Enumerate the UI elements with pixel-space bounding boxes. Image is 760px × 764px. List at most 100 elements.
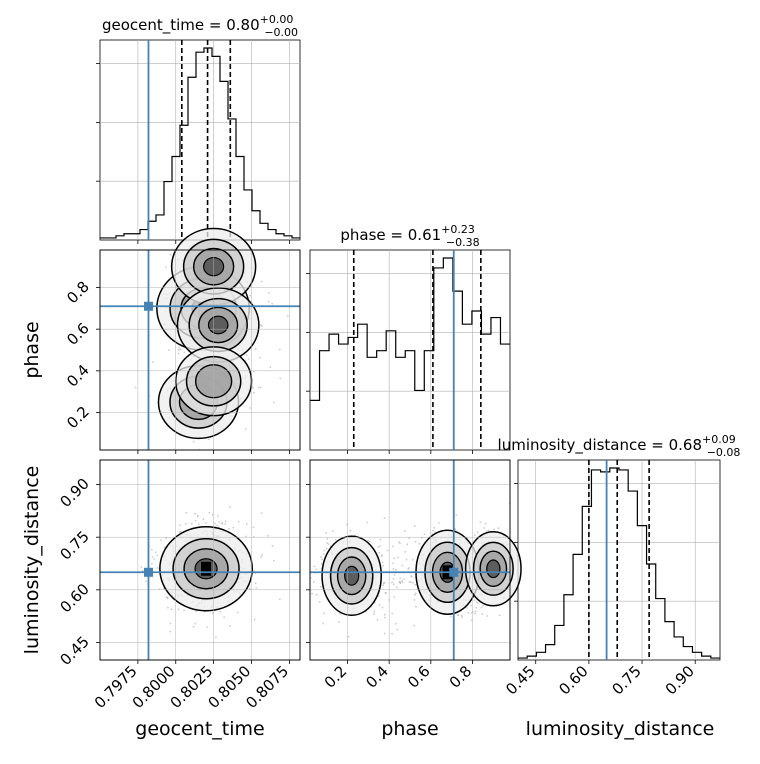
- sample-point: [423, 533, 426, 535]
- sample-point: [381, 561, 384, 564]
- sample-point: [268, 292, 270, 294]
- hist-bars-geocent_time: [100, 47, 300, 239]
- sample-point: [367, 539, 369, 542]
- sample-point: [221, 523, 224, 525]
- sample-point: [474, 610, 477, 613]
- x-axis-label-geocent_time: geocent_time: [135, 718, 264, 740]
- sample-point: [313, 565, 316, 568]
- sample-point: [393, 573, 396, 576]
- sample-point: [278, 348, 281, 351]
- sample-point: [382, 584, 384, 587]
- hist-frame-phase: [309, 249, 511, 451]
- sample-point: [479, 521, 482, 524]
- sample-point: [411, 558, 414, 561]
- sample-point: [140, 566, 143, 568]
- sample-point: [399, 577, 402, 580]
- sample-point: [465, 607, 468, 609]
- hist-panel-geocent_time: geocent_time = 0.80+0.00 −0.00: [96, 13, 301, 244]
- sample-point: [178, 346, 180, 349]
- sample-point: [245, 535, 248, 538]
- truth-marker: [143, 567, 153, 577]
- sample-point: [215, 636, 217, 639]
- sample-point: [253, 392, 256, 394]
- sample-point: [278, 598, 281, 601]
- sample-point: [245, 354, 248, 357]
- sample-point: [267, 300, 270, 303]
- sample-point: [415, 592, 417, 595]
- sample-point: [391, 632, 393, 635]
- sample-point: [399, 582, 402, 585]
- tick-label-luminosity_distance-3: 0.90: [56, 475, 92, 511]
- sample-point: [260, 512, 263, 514]
- sample-point: [325, 547, 328, 550]
- sample-point: [414, 540, 417, 543]
- panel-title-luminosity_distance: luminosity_distance = 0.68+0.09 −0.08: [498, 433, 741, 459]
- density-peak-cell: [201, 561, 212, 576]
- sample-point: [449, 615, 452, 618]
- sample-point: [320, 563, 323, 565]
- hist-frame-luminosity_distance: [517, 459, 721, 661]
- sample-point: [413, 624, 415, 627]
- sample-point: [391, 581, 393, 584]
- tick-label-luminosity_distance-3: 0.90: [662, 662, 698, 698]
- density-border: [99, 249, 301, 451]
- sample-point: [406, 543, 408, 546]
- sample-point: [366, 521, 369, 524]
- sample-point: [219, 610, 222, 613]
- sample-point: [168, 349, 170, 351]
- sample-point: [432, 529, 434, 532]
- sample-point: [398, 580, 401, 583]
- sample-point: [481, 613, 484, 615]
- sample-point: [325, 532, 328, 534]
- sample-point: [165, 596, 168, 598]
- sample-point: [179, 348, 182, 351]
- density-border: [99, 459, 301, 661]
- sample-point: [414, 593, 416, 596]
- sample-point: [229, 506, 231, 508]
- sample-point: [399, 542, 401, 545]
- sample-point: [380, 555, 383, 558]
- sample-point: [151, 563, 153, 565]
- density-contour: [344, 565, 360, 586]
- sample-point: [252, 387, 255, 389]
- sample-point: [476, 531, 479, 533]
- sample-point: [455, 514, 458, 516]
- hist-frame-geocent_time: [99, 39, 301, 241]
- tick-label-phase-3: 0.8: [446, 662, 476, 692]
- sample-point: [169, 253, 172, 256]
- sample-point: [334, 539, 337, 541]
- y-axis-label-phase: phase: [21, 321, 43, 378]
- sample-point: [273, 401, 275, 404]
- sample-point: [134, 386, 137, 389]
- sample-point: [391, 612, 394, 615]
- sample-point: [206, 626, 209, 629]
- sample-point: [315, 568, 318, 571]
- sample-point: [156, 567, 159, 569]
- sample-point: [398, 541, 400, 543]
- sample-point: [482, 604, 485, 607]
- sample-point: [397, 556, 399, 559]
- tick-label-phase-2: 0.6: [63, 319, 93, 349]
- sample-point: [378, 604, 381, 606]
- sample-point: [185, 511, 188, 514]
- sample-point: [332, 530, 334, 532]
- sample-point: [433, 526, 435, 529]
- sample-point: [382, 564, 385, 567]
- sample-point: [259, 386, 262, 389]
- sample-point: [221, 521, 224, 524]
- sample-point: [145, 580, 148, 582]
- sample-point: [393, 557, 395, 560]
- density-contour: [486, 559, 501, 579]
- sample-point: [169, 630, 172, 633]
- sample-point: [323, 612, 325, 615]
- x-axis-label-phase: phase: [381, 718, 438, 740]
- sample-point: [470, 604, 472, 607]
- sample-point: [461, 616, 463, 618]
- tick-label-phase-1: 0.4: [63, 361, 93, 391]
- sample-point: [312, 581, 315, 583]
- sample-point: [254, 347, 257, 350]
- sample-point: [165, 537, 168, 539]
- sample-point: [384, 591, 387, 594]
- sample-point: [154, 551, 157, 554]
